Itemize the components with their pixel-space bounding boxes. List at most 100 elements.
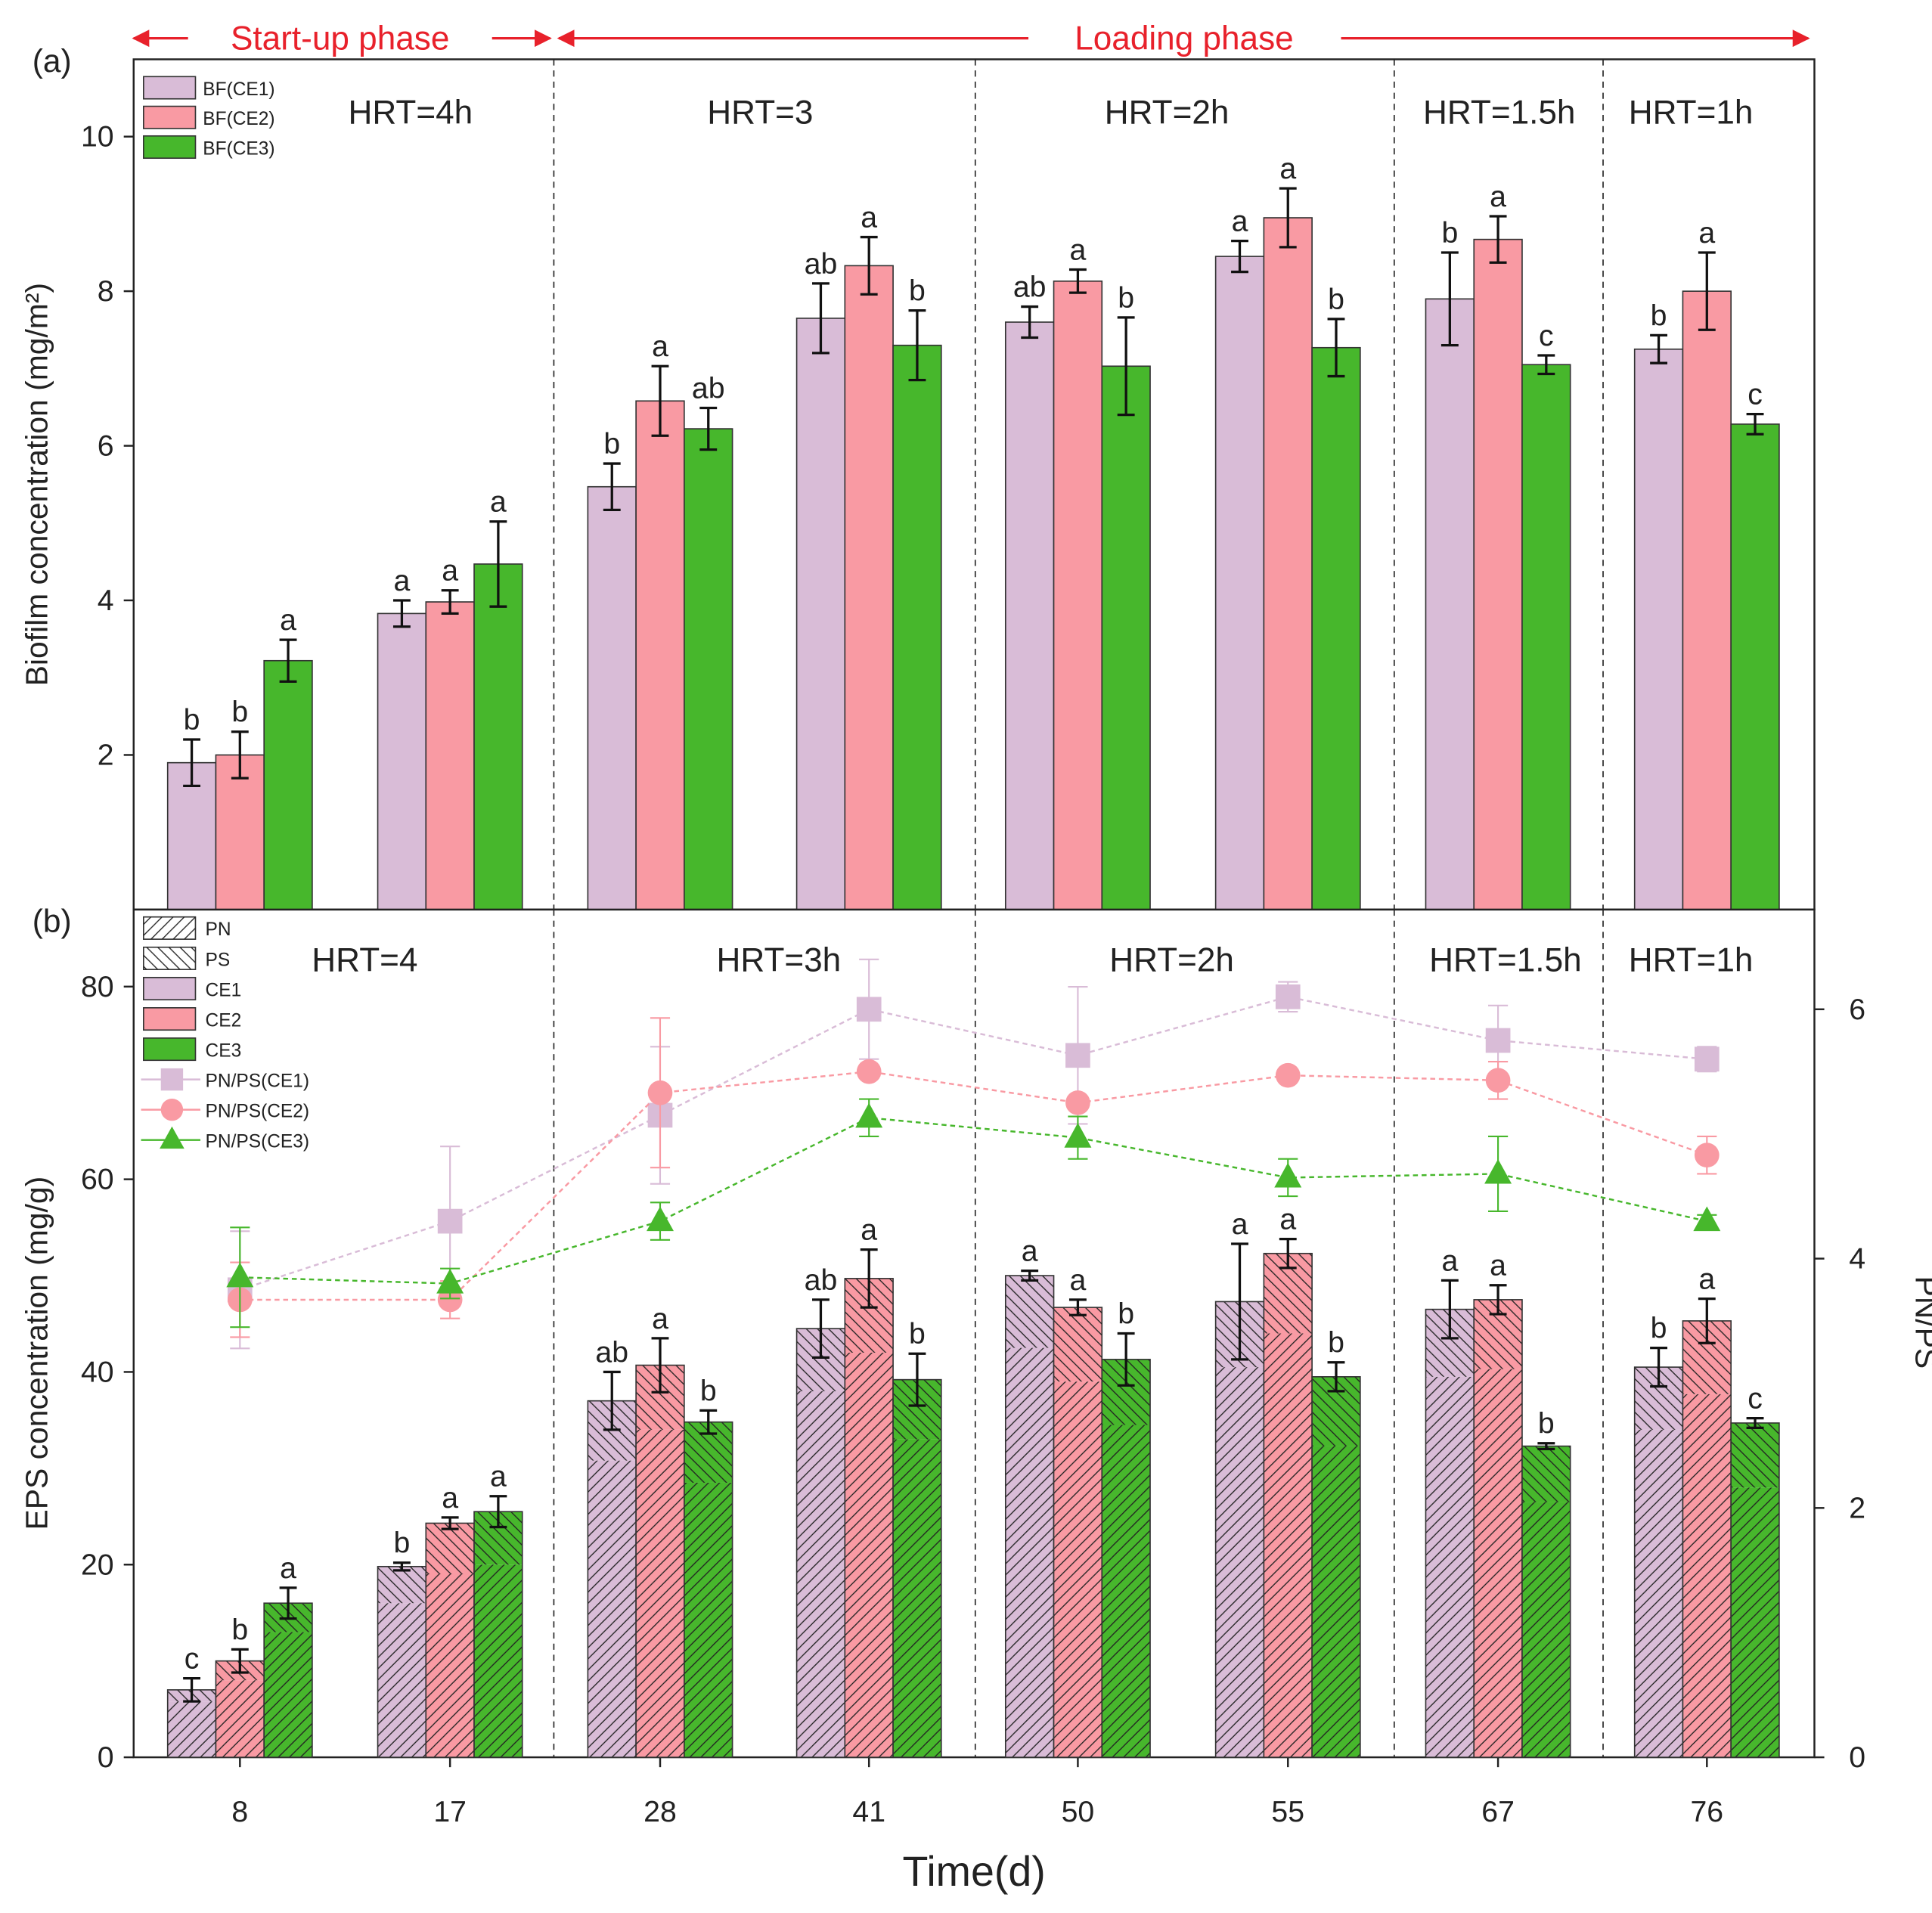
hrt-label: HRT=1.5h — [1423, 94, 1575, 131]
y2-tick-label: 2 — [1849, 1491, 1865, 1524]
pnps-marker — [437, 1208, 463, 1234]
significance-letter: a — [1232, 205, 1248, 238]
significance-letter: a — [861, 1214, 877, 1247]
bar — [1263, 217, 1313, 910]
panel-b-label: (b) — [33, 904, 72, 939]
bar — [473, 563, 523, 910]
significance-letter: c — [185, 1642, 200, 1676]
legend-swatch — [143, 1037, 197, 1062]
panel-b: (b) EPS concentration (mg/g) PN/PS Time(… — [19, 904, 1932, 1895]
pnps-marker — [1065, 1090, 1090, 1115]
bar-pn-hatch — [1005, 1347, 1054, 1758]
panel-a-y-axis: 2 4 6 8 10 — [81, 120, 134, 772]
bar-pn-hatch — [1102, 1425, 1151, 1758]
bar-ps-hatch — [1731, 1422, 1779, 1488]
bar-pn-hatch — [216, 1680, 265, 1758]
bar-pn-hatch — [426, 1573, 475, 1758]
pnps-marker — [855, 1102, 883, 1128]
bar-pn-hatch — [684, 1482, 733, 1758]
panel-a-ylabel: Biofilm concentration (mg/m²) — [19, 283, 54, 686]
bar — [892, 344, 942, 910]
significance-letter: c — [1747, 378, 1763, 411]
panel-a-legend: BF(CE1) BF(CE2) BF(CE3) — [143, 76, 275, 159]
bar — [425, 601, 475, 910]
pnps-marker — [856, 1059, 882, 1084]
legend-label: PN/PS(CE3) — [206, 1132, 310, 1152]
loading-phase-label: Loading phase — [1075, 20, 1293, 57]
y-tick-label: 2 — [98, 739, 114, 772]
significance-letter: b — [231, 696, 248, 729]
significance-letter: b — [700, 1374, 717, 1407]
bar — [587, 485, 637, 910]
bar — [166, 761, 217, 910]
pnps-marker — [436, 1268, 464, 1294]
phase-bar: Start-up phase Loading phase — [132, 20, 1810, 57]
significance-letter: a — [1490, 180, 1506, 213]
significance-letter: b — [1118, 1297, 1134, 1330]
pnps-marker — [1485, 1068, 1511, 1093]
bar — [844, 265, 894, 910]
y-tick-label: 80 — [81, 970, 114, 1003]
panel-a-dividers — [553, 59, 1604, 910]
significance-letter: b — [1328, 283, 1344, 316]
pnps-marker — [856, 997, 882, 1022]
bar — [1101, 365, 1151, 910]
panel-a-hrt-labels: HRT=4h HRT=3 HRT=2h HRT=1.5h HRT=1h — [349, 94, 1754, 131]
bar — [1214, 256, 1265, 910]
legend-label: CE3 — [206, 1040, 242, 1061]
pnps-marker — [647, 1206, 674, 1232]
y-tick-label: 6 — [98, 429, 114, 463]
panel-a-label: (a) — [33, 44, 72, 79]
y2-tick-label: 6 — [1849, 993, 1865, 1026]
pnps-marker — [1064, 1123, 1092, 1148]
significance-letter: a — [1022, 1235, 1038, 1268]
bar-pn-hatch — [636, 1429, 684, 1758]
significance-letter: ab — [805, 247, 838, 281]
y-tick-label: 60 — [81, 1163, 114, 1196]
pnps-marker — [1694, 1143, 1720, 1168]
y2-tick-label: 0 — [1849, 1741, 1865, 1774]
significance-letter: a — [861, 200, 877, 234]
legend-label: CE1 — [206, 980, 242, 1000]
significance-letter: a — [1279, 152, 1296, 185]
pnps-marker — [647, 1080, 673, 1105]
panel-b-xlabel: Time(d) — [902, 1848, 1045, 1895]
bar-pn-hatch — [1425, 1376, 1475, 1758]
bar-pn-hatch — [1053, 1381, 1102, 1758]
significance-letter: b — [909, 274, 926, 308]
legend-label: PN — [206, 919, 231, 940]
hrt-label: HRT=1h — [1629, 94, 1754, 131]
significance-letter: a — [394, 564, 411, 597]
bar-pn-hatch — [1215, 1367, 1264, 1758]
bar — [1053, 281, 1103, 910]
bar-pn-hatch — [167, 1701, 216, 1758]
bar-pn-hatch — [1634, 1429, 1683, 1758]
pnps-marker — [1065, 1043, 1090, 1068]
x-tick-label: 17 — [433, 1795, 467, 1828]
x-tick-label: 55 — [1271, 1795, 1304, 1828]
hrt-label: HRT=3h — [717, 942, 842, 979]
significance-letter: b — [184, 703, 200, 736]
y-tick-label: 10 — [81, 120, 114, 153]
bar-pn-hatch — [1264, 1333, 1313, 1758]
bar-pn-hatch — [845, 1352, 894, 1758]
significance-letter: b — [909, 1317, 926, 1350]
significance-letter: a — [1698, 1263, 1715, 1296]
legend-label: PS — [206, 950, 231, 970]
panel-b-y2label: PN/PS — [1909, 1276, 1932, 1369]
pnps-line — [240, 1116, 1707, 1285]
bar — [377, 612, 427, 910]
significance-letter: b — [603, 427, 620, 460]
legend-marker — [160, 1098, 184, 1121]
legend-marker — [160, 1068, 184, 1091]
pnps-line — [240, 1071, 1707, 1301]
bar-ps-hatch — [1005, 1276, 1054, 1348]
bar — [1730, 423, 1780, 910]
y-tick-label: 0 — [98, 1741, 114, 1774]
panel-b-pnps-lines — [226, 958, 1721, 1350]
significance-letter: a — [1070, 1263, 1087, 1297]
significance-letter: a — [442, 554, 458, 588]
significance-letter: a — [1698, 216, 1715, 250]
significance-letter: a — [442, 1481, 458, 1515]
